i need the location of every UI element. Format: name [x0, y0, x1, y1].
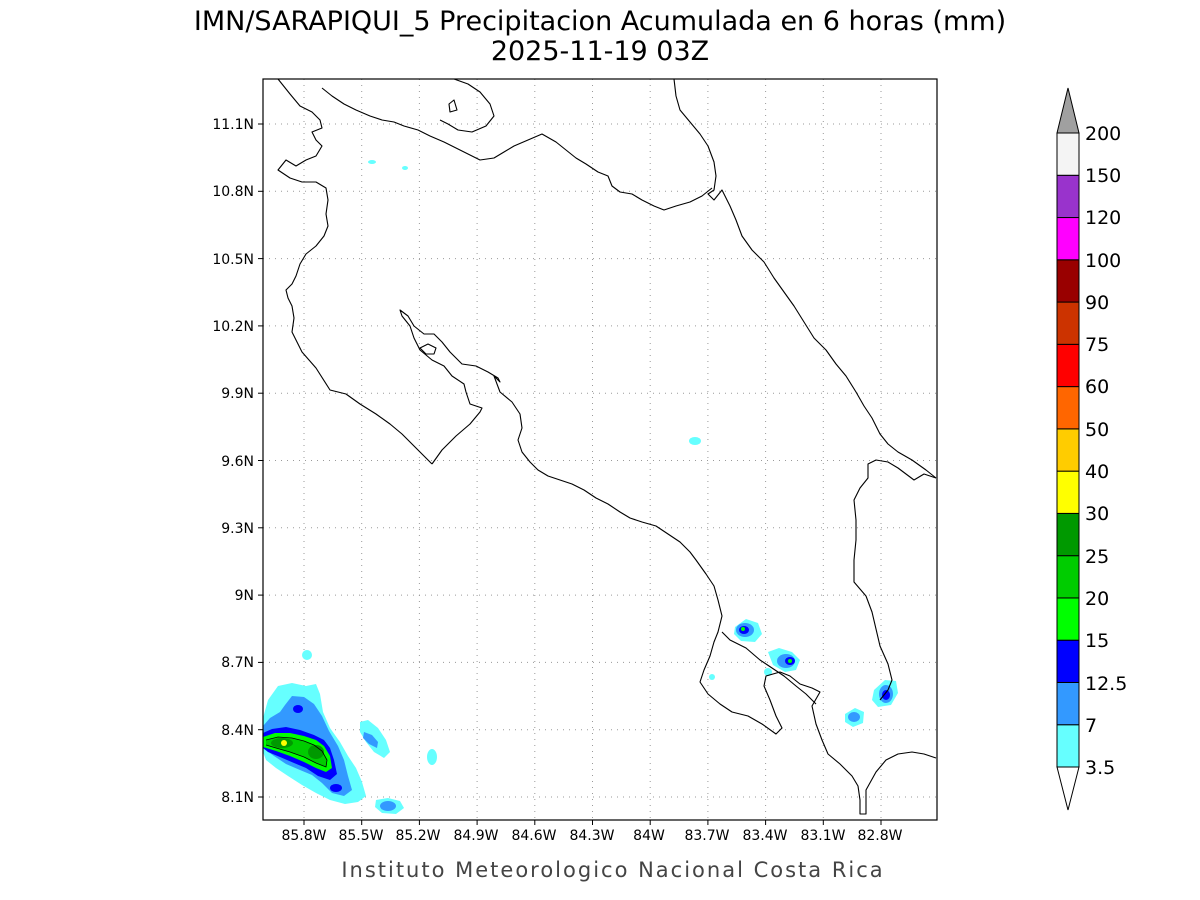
colorbar-label: 20 — [1085, 588, 1109, 610]
nicaragua-lake-north — [439, 78, 495, 133]
lon-tick-label: 85.5W — [338, 828, 383, 844]
precip-cell-small-1 — [427, 749, 437, 765]
precip-heavy-spot-2 — [330, 784, 342, 792]
precip-core-south — [380, 801, 396, 811]
colorbar-top-arrow — [1056, 87, 1080, 134]
nicoya-gulf-coast — [399, 309, 937, 815]
lon-tick-label: 83.1W — [800, 828, 845, 844]
colorbar-label: 90 — [1085, 292, 1109, 314]
map-panel: 11.1N 10.8N 10.5N 10.2N 9.9N 9.6N 9.3N 9… — [212, 78, 938, 844]
institution-credit: Instituto Meteorologico Nacional Costa R… — [341, 858, 884, 882]
lon-tick-label: 84.9W — [453, 828, 498, 844]
colorbar-swatch — [1056, 217, 1080, 261]
lat-tick-label: 10.8N — [212, 184, 254, 200]
colorbar-swatch — [1056, 174, 1080, 219]
lat-tick-label: 8.4N — [221, 723, 254, 739]
lake-island — [448, 99, 458, 113]
colorbar-swatch — [1056, 470, 1080, 514]
colorbar-label: 12.5 — [1085, 673, 1127, 695]
precip-cell-small-4 — [709, 674, 715, 680]
precip-dot-osa-east — [788, 659, 792, 663]
colorbar-label: 50 — [1085, 419, 1109, 441]
colorbar-swatch — [1056, 724, 1080, 768]
latitude-axis-labels: 11.1N 10.8N 10.5N 10.2N 9.9N 9.6N 9.3N 9… — [212, 117, 254, 806]
colorbar-swatch — [1056, 386, 1080, 430]
lon-tick-label: 84.6W — [511, 828, 556, 844]
colorbar-swatch — [1056, 259, 1080, 303]
colorbar-label: 100 — [1085, 250, 1121, 272]
precip-cell-small-3 — [764, 668, 772, 676]
precip-level-30 — [281, 740, 287, 746]
colorbar-labels: 200 150 120 100 90 75 60 50 40 30 25 20 … — [1085, 123, 1127, 779]
colorbar-label: 25 — [1085, 546, 1109, 568]
colorbar-swatch — [1056, 555, 1080, 599]
lon-tick-label: 82.8W — [857, 828, 902, 844]
colorbar-label: 30 — [1085, 503, 1109, 525]
precip-cell-central — [689, 437, 701, 445]
map-datetime: 2025-11-19 03Z — [491, 36, 709, 67]
precip-band-25-east — [308, 745, 324, 759]
precip-heavy-spot-1 — [293, 705, 303, 713]
nicaragua-border — [277, 78, 433, 465]
precip-cell-north-1 — [368, 160, 376, 164]
lat-tick-label: 9.6N — [221, 454, 254, 470]
precip-max-spot — [281, 740, 287, 746]
golfo-dulce-inlet — [721, 631, 817, 705]
lat-tick-label: 10.5N — [212, 252, 254, 268]
lat-tick-label: 9.9N — [221, 386, 254, 402]
lat-tick-label: 8.1N — [221, 790, 254, 806]
coastlines-and-borders — [277, 78, 937, 815]
colorbar-swatch — [1056, 428, 1080, 472]
colorbar-legend: 200 150 120 100 90 75 60 50 40 30 25 20 … — [1056, 87, 1127, 811]
caribbean-coast — [673, 78, 937, 479]
colorbar-label: 120 — [1085, 207, 1121, 229]
lon-tick-label: 85.2W — [395, 828, 440, 844]
nicaragua-lake-shore — [321, 87, 713, 211]
map-frame — [262, 78, 938, 821]
lon-tick-label: 83.4W — [742, 828, 787, 844]
colorbar-swatch — [1056, 597, 1080, 641]
colorbar-swatch — [1056, 301, 1080, 345]
colorbar-label: 40 — [1085, 461, 1109, 483]
colorbar-label: 200 — [1085, 123, 1121, 145]
precipitation-shading — [263, 160, 898, 814]
colorbar-label: 60 — [1085, 376, 1109, 398]
colorbar-label: 3.5 — [1085, 757, 1115, 779]
precip-dot-osa-north — [741, 627, 745, 631]
lon-tick-label: 84.3W — [569, 828, 614, 844]
colorbar-swatch — [1056, 639, 1080, 683]
colorbar-swatch — [1056, 132, 1080, 176]
lat-tick-label: 11.1N — [212, 117, 254, 133]
precip-cell-small-2 — [302, 650, 312, 660]
precip-heavy-panama — [882, 690, 890, 700]
colorbar-bottom-arrow — [1056, 766, 1080, 811]
longitude-axis-labels: 85.8W 85.5W 85.2W 84.9W 84.6W 84.3W 84W … — [281, 828, 902, 844]
colorbar-label: 15 — [1085, 630, 1109, 652]
precip-contour-25 — [265, 736, 328, 768]
colorbar-swatch — [1056, 681, 1080, 726]
lon-tick-label: 84W — [633, 828, 665, 844]
colorbar-swatch — [1056, 512, 1080, 557]
lat-tick-label: 8.7N — [221, 655, 254, 671]
map-title: IMN/SARAPIQUI_5 Precipitacion Acumulada … — [194, 6, 1006, 37]
precip-contours — [265, 736, 328, 768]
lat-tick-label: 9.3N — [221, 521, 254, 537]
colorbar-label: 7 — [1085, 715, 1097, 737]
panama-border — [853, 459, 937, 701]
colorbar-swatches — [1056, 132, 1080, 768]
chira-island — [419, 343, 437, 355]
precip-core-offshore — [363, 732, 378, 748]
colorbar-label: 75 — [1085, 334, 1109, 356]
colorbar-swatch — [1056, 343, 1080, 388]
lon-tick-label: 83.7W — [684, 828, 729, 844]
lat-tick-label: 10.2N — [212, 319, 254, 335]
map-background — [263, 79, 937, 820]
lon-tick-label: 85.8W — [281, 828, 326, 844]
lat-tick-label: 9N — [235, 588, 254, 604]
colorbar-label: 150 — [1085, 165, 1121, 187]
graticule — [258, 79, 937, 825]
precip-core-golfito — [848, 712, 860, 722]
precip-cell-north-2 — [402, 166, 408, 170]
